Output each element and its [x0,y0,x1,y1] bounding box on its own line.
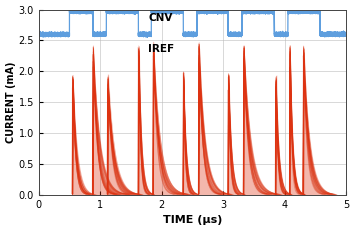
X-axis label: TIME (μs): TIME (μs) [163,216,222,225]
Y-axis label: CURRENT (mA): CURRENT (mA) [6,61,16,143]
Text: IREF: IREF [148,44,174,54]
Text: CNV: CNV [148,13,173,23]
